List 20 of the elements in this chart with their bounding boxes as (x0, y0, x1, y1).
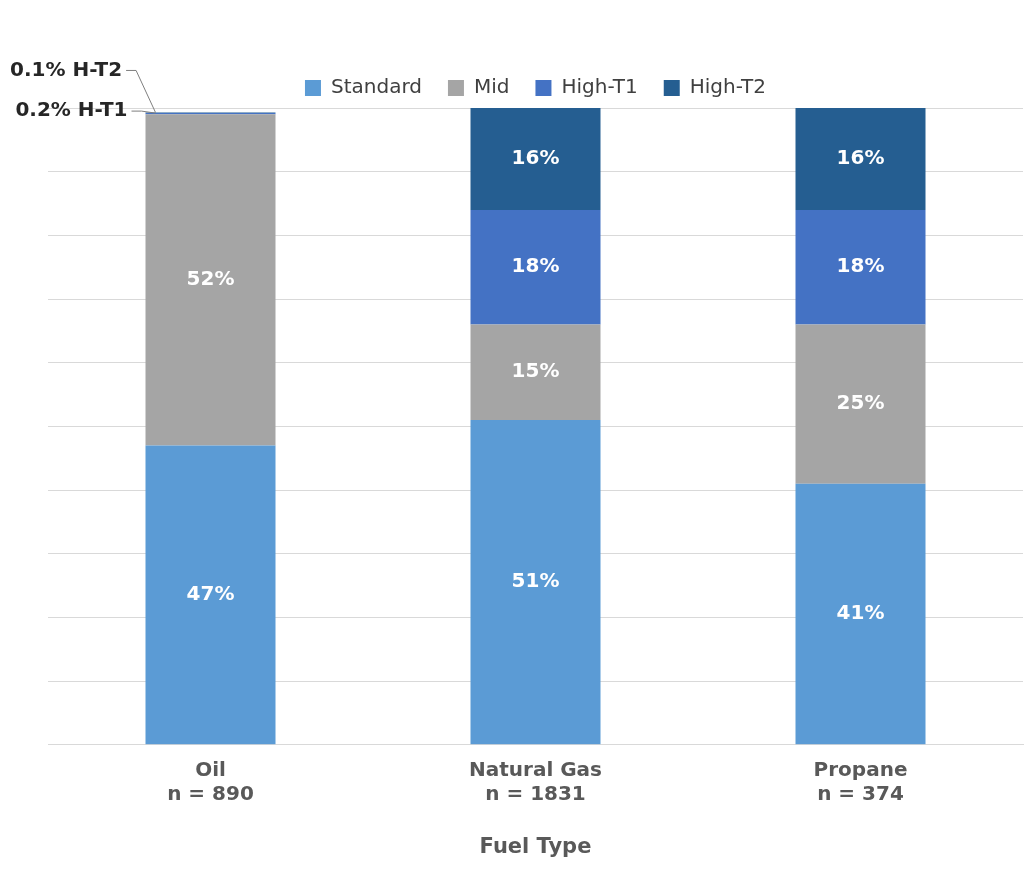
legend-label: Mid (473, 74, 510, 99)
data-label: 0.2% H-T1 (15, 97, 128, 122)
data-label: 18% (511, 253, 560, 278)
data-label: 51% (511, 568, 560, 593)
legend-label: High-T2 (689, 74, 767, 99)
x-tick-label: Oil n = 890 (167, 757, 254, 805)
legend-label: High-T1 (561, 74, 638, 99)
data-label: 52% (186, 266, 235, 291)
legend-label: Standard (330, 74, 422, 99)
data-label: 18% (836, 253, 885, 278)
data-label: 0.1% H-T2 (10, 56, 123, 81)
x-axis-title: Fuel Type (479, 833, 592, 858)
data-label: 41% (836, 600, 885, 625)
data-label: 47% (186, 581, 235, 606)
x-tick-label: Natural Gas n = 1831 (468, 757, 603, 805)
data-label: 16% (836, 145, 885, 170)
data-label: 25% (836, 390, 885, 415)
x-tick-label: Propane n = 374 (813, 757, 908, 805)
data-label: 16% (511, 145, 560, 170)
data-label: 15% (511, 358, 560, 383)
